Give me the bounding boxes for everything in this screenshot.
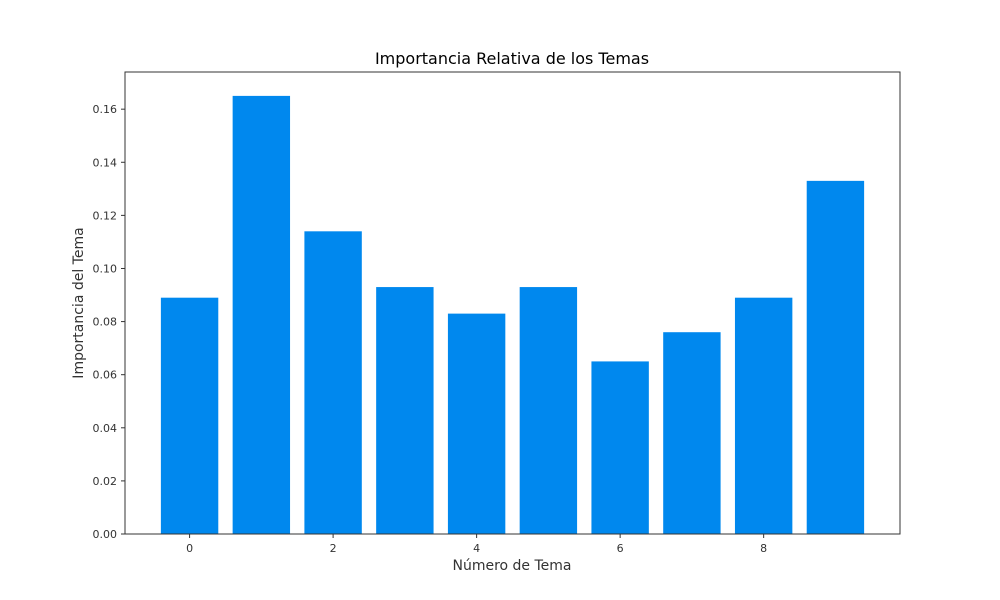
x-tick-label: 2 (330, 542, 337, 555)
bar-topic-8 (734, 297, 793, 534)
y-tick-label: 0.04 (93, 422, 118, 435)
x-tick-label: 0 (186, 542, 193, 555)
y-tick-label: 0.16 (93, 103, 118, 116)
y-axis-label: Importancia del Tema (71, 227, 87, 378)
bar-topic-0 (160, 297, 219, 534)
bar-topic-5 (519, 287, 578, 534)
x-tick-label: 4 (473, 542, 480, 555)
y-axis: 0.00 0.02 0.04 0.06 0.08 0.10 0.12 0.14 0.16 (93, 103, 125, 541)
plot-frame (124, 71, 901, 535)
bar-topic-2 (304, 231, 362, 534)
bar-topic-9 (806, 180, 865, 535)
y-tick-label: 0.06 (93, 369, 118, 382)
y-tick-label: 0.14 (93, 156, 118, 169)
y-tick-label: 0.08 (93, 316, 118, 329)
bar-topic-3 (376, 287, 434, 534)
x-axis-label: Número de Tema (452, 558, 571, 574)
bar-topic-7 (663, 332, 721, 534)
bar-topic-1 (232, 95, 291, 535)
y-tick-label: 0.00 (93, 528, 118, 541)
bars-group (160, 95, 865, 535)
y-tick-label: 0.02 (93, 475, 118, 488)
y-tick-label: 0.12 (93, 209, 118, 222)
chart-title: Importancia Relativa de los Temas (375, 49, 649, 68)
y-tick-label: 0.10 (93, 262, 118, 275)
bar-topic-4 (447, 313, 506, 534)
x-tick-label: 8 (760, 542, 767, 555)
x-tick-label: 6 (617, 542, 624, 555)
bar-topic-6 (591, 361, 649, 534)
x-axis: 0 2 4 6 8 (186, 534, 767, 555)
